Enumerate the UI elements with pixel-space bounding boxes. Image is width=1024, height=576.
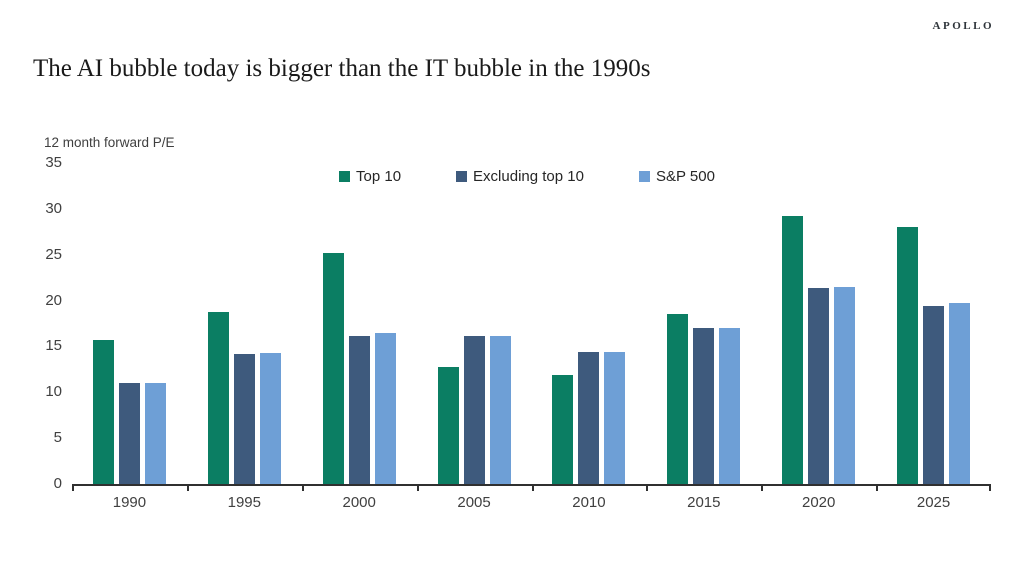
bar-excluding-top-10-2000 xyxy=(348,336,370,484)
x-category-label-2025: 2025 xyxy=(916,494,951,511)
bar-excluding-top-10-1990 xyxy=(118,383,140,484)
bar-top-10-2005 xyxy=(437,366,459,484)
x-axis-tick xyxy=(761,485,764,491)
bar-group-2000 xyxy=(302,163,417,484)
legend-label: Excluding top 10 xyxy=(473,168,584,185)
x-category-label-2000: 2000 xyxy=(342,494,376,511)
x-axis-tick xyxy=(186,485,189,491)
y-tick-label-35: 35 xyxy=(45,154,62,171)
bar-s-p-500-2025 xyxy=(949,303,971,484)
x-category-label-2020: 2020 xyxy=(802,494,836,511)
y-tick-label-15: 15 xyxy=(45,337,62,355)
bar-top-10-2020 xyxy=(782,216,804,484)
y-tick-label-0: 0 xyxy=(53,475,62,492)
apollo-logo: APOLLO xyxy=(932,20,994,32)
x-category-label-1990: 1990 xyxy=(112,494,147,511)
bar-group-2015 xyxy=(646,163,761,484)
bar-excluding-top-10-2015 xyxy=(693,328,715,484)
legend-label: Top 10 xyxy=(356,168,402,185)
x-axis-tick xyxy=(646,485,649,491)
chart-title: The AI bubble today is bigger than the I… xyxy=(33,54,651,82)
bar-s-p-500-1990 xyxy=(144,383,166,484)
bar-group-1995 xyxy=(187,163,302,484)
x-category-label-2005: 2005 xyxy=(457,494,491,511)
legend-item-excluding-top-10: Excluding top 10 xyxy=(456,168,584,185)
bar-s-p-500-2010 xyxy=(604,351,626,484)
bar-excluding-top-10-1995 xyxy=(233,353,255,484)
legend-swatch-s-p-500 xyxy=(638,171,650,182)
bar-s-p-500-2000 xyxy=(374,332,396,484)
y-tick-label-20: 20 xyxy=(45,291,62,309)
legend-swatch-excluding-top-10 xyxy=(456,171,468,182)
bar-group-2020 xyxy=(761,163,876,484)
bar-s-p-500-2020 xyxy=(834,286,856,484)
bar-top-10-2025 xyxy=(897,227,919,484)
x-axis-tick xyxy=(989,485,991,491)
bar-group-2005 xyxy=(417,163,532,484)
y-axis-label: 12 month forward P/E xyxy=(44,135,175,150)
x-axis-tick xyxy=(531,485,534,491)
bar-s-p-500-2015 xyxy=(719,328,741,484)
x-axis-tick xyxy=(416,485,419,491)
x-category-label-1995: 1995 xyxy=(227,494,261,511)
bar-group-2025 xyxy=(876,163,991,484)
bar-top-10-2000 xyxy=(322,252,344,484)
bar-group-1990 xyxy=(72,163,187,484)
y-tick-label-5: 5 xyxy=(53,429,62,447)
legend-swatch-top-10 xyxy=(339,171,350,182)
bar-excluding-top-10-2020 xyxy=(808,287,830,484)
plot-area xyxy=(72,163,991,486)
x-axis-tick xyxy=(876,485,879,491)
x-axis-tick xyxy=(301,485,304,491)
bar-excluding-top-10-2005 xyxy=(463,336,485,484)
bar-group-2010 xyxy=(532,163,647,484)
bar-s-p-500-2005 xyxy=(489,336,511,484)
y-tick-label-10: 10 xyxy=(45,383,62,401)
bar-s-p-500-1995 xyxy=(259,352,281,484)
chart-legend: Top 10 Excluding top 10 S&P 500 xyxy=(339,168,715,185)
x-category-label-2010: 2010 xyxy=(572,494,606,511)
legend-item-top-10: Top 10 xyxy=(339,168,401,185)
bar-top-10-2010 xyxy=(552,374,574,484)
x-category-label-2015: 2015 xyxy=(687,494,721,511)
bar-top-10-2015 xyxy=(667,314,689,484)
bar-excluding-top-10-2025 xyxy=(923,306,945,484)
x-axis-tick xyxy=(72,485,74,491)
y-tick-label-30: 30 xyxy=(45,199,62,217)
bar-excluding-top-10-2010 xyxy=(578,351,600,484)
legend-label: S&P 500 xyxy=(655,168,715,185)
bar-top-10-1990 xyxy=(92,340,114,484)
bar-top-10-1995 xyxy=(207,311,229,484)
y-tick-label-25: 25 xyxy=(45,245,62,263)
legend-item-s-p-500: S&P 500 xyxy=(638,168,715,185)
